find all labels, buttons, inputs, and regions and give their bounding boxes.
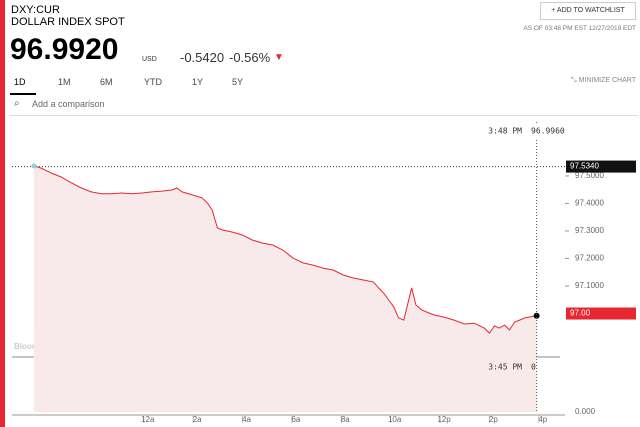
last-label-box: [566, 307, 636, 320]
change-pct: -0.56%: [229, 50, 271, 65]
tab-underline: [10, 93, 36, 95]
down-arrow: ▼: [274, 52, 284, 63]
minimize-label: MINIMIZE CHART: [578, 77, 636, 84]
tab[interactable]: 1M: [58, 77, 71, 87]
tab[interactable]: 1D: [14, 77, 26, 87]
change: -0.5420: [180, 50, 225, 65]
reference-label: 97.5340: [570, 162, 599, 171]
x-tick-label: 12a: [141, 415, 155, 424]
x-tick-label: 6a: [291, 415, 300, 424]
crosshair-bottom-time: 3:45 PM: [488, 363, 522, 372]
x-tick-label: 10a: [388, 415, 402, 424]
currency: USD: [142, 56, 157, 63]
watchlist-button[interactable]: + ADD TO WATCHLIST: [540, 2, 636, 20]
tab[interactable]: YTD: [144, 77, 162, 87]
instrument-name: DOLLAR INDEX SPOT: [11, 16, 125, 28]
last-point: [533, 312, 540, 319]
last-label: 97.00: [570, 309, 591, 318]
reference-label-box: [566, 160, 636, 173]
accent-bar: [0, 0, 5, 427]
as-of: AS OF 03:48 PM EST 12/27/2019 EDT: [523, 25, 636, 32]
x-tick-label: 12p: [437, 415, 451, 424]
x-tick-label: 4a: [242, 415, 251, 424]
price-line: [33, 165, 537, 334]
first-point: [31, 163, 37, 169]
ticker: DXY:CUR: [11, 4, 60, 16]
crosshair-time: 3:48 PM: [488, 127, 522, 136]
y-tick-label: 97.5000: [575, 171, 604, 180]
crosshair-bottom-value: 0: [531, 363, 536, 372]
volume-axis-label: 0.000: [575, 407, 596, 416]
search-icon: ⌕: [14, 98, 20, 109]
y-tick-label: 97.2000: [575, 254, 604, 263]
tab[interactable]: 5Y: [232, 77, 244, 87]
minimize-chart[interactable]: ⤡ MINIMIZE CHART: [571, 77, 636, 85]
comparison-box[interactable]: ⌕ Add a comparison: [10, 93, 638, 116]
y-tick-label: 97.3000: [575, 226, 604, 235]
x-tick-label: 4p: [538, 415, 547, 424]
crosshair-box: [478, 124, 571, 138]
tab[interactable]: 1Y: [192, 77, 204, 87]
y-tick-label: 97.4000: [575, 199, 604, 208]
area: [33, 166, 537, 412]
tab[interactable]: 6M: [100, 77, 113, 87]
price: 96.9920: [10, 33, 119, 66]
crosshair-value: 96.9960: [531, 127, 565, 136]
y-tick-label: 97.1000: [575, 281, 604, 290]
x-tick-label: 2a: [193, 415, 202, 424]
x-tick-label: 8a: [341, 415, 350, 424]
comparison-placeholder: Add a comparison: [32, 99, 105, 109]
expand-icon: ⤡: [571, 77, 579, 84]
x-tick-label: 2p: [489, 415, 498, 424]
